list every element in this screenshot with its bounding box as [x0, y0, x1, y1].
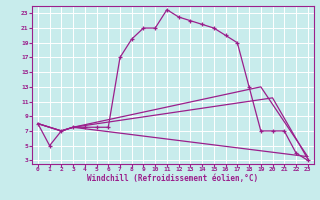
X-axis label: Windchill (Refroidissement éolien,°C): Windchill (Refroidissement éolien,°C): [87, 174, 258, 183]
